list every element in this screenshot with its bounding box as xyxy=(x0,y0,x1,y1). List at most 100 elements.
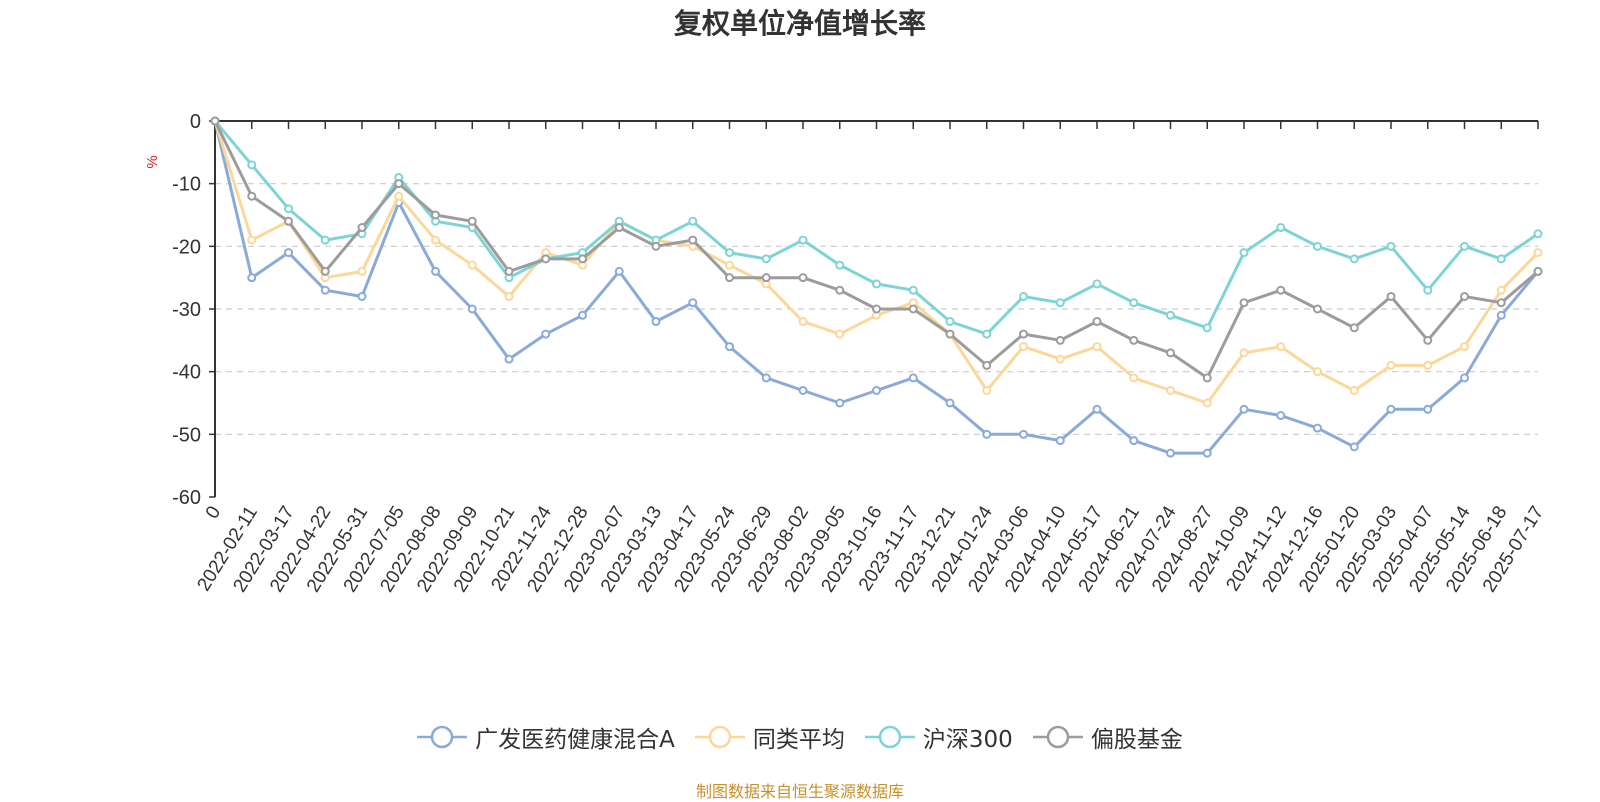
data-point xyxy=(247,273,257,283)
data-point xyxy=(798,317,808,327)
data-point xyxy=(835,260,845,270)
data-point xyxy=(688,235,698,245)
y-tick-label: -20 xyxy=(172,236,201,258)
data-point xyxy=(1092,279,1102,289)
data-point xyxy=(1019,329,1028,339)
data-point xyxy=(1166,348,1175,358)
data-point xyxy=(1239,348,1249,358)
chart-title: 复权单位净值增长率 xyxy=(673,7,926,40)
data-point xyxy=(798,235,808,245)
data-point xyxy=(688,216,698,226)
x-tick-label: 0 xyxy=(202,503,225,523)
data-point xyxy=(835,329,845,339)
data-point xyxy=(798,385,808,395)
legend-item[interactable]: 沪深300 xyxy=(864,720,1013,754)
data-point xyxy=(982,360,992,370)
data-point xyxy=(761,273,771,283)
data-point xyxy=(1202,373,1212,383)
data-point xyxy=(284,204,293,214)
data-point xyxy=(1055,335,1065,345)
data-point xyxy=(1533,248,1543,258)
data-point xyxy=(1202,398,1212,408)
data-point xyxy=(725,248,734,258)
data-point xyxy=(835,398,845,408)
data-point xyxy=(467,304,477,314)
data-point xyxy=(320,266,330,276)
legend-item[interactable]: 偏股基金 xyxy=(1032,720,1183,754)
data-point xyxy=(1313,367,1322,377)
data-point xyxy=(1092,404,1102,414)
data-point xyxy=(1460,291,1469,301)
data-point xyxy=(541,329,551,339)
data-point xyxy=(1533,266,1543,276)
data-point xyxy=(431,235,440,245)
data-point xyxy=(1386,404,1396,414)
y-tick-label: 0 xyxy=(190,111,201,133)
line-chart: % 0 -10 -20 -30 -40 -50 -60 02022-02-112022-03… xyxy=(144,111,1548,596)
data-point xyxy=(908,373,918,383)
data-point xyxy=(431,266,440,276)
data-point xyxy=(1239,298,1249,308)
legend-marker-icon xyxy=(1032,725,1083,749)
data-point xyxy=(1202,448,1212,458)
data-point xyxy=(284,248,293,258)
data-point xyxy=(357,223,367,233)
data-point xyxy=(945,329,955,339)
data-point xyxy=(1055,354,1065,364)
data-point xyxy=(651,317,661,327)
data-point xyxy=(1129,335,1139,345)
data-point xyxy=(1276,285,1286,295)
series-line xyxy=(213,119,1540,380)
legend-item[interactable]: 广发医药健康混合A xyxy=(417,720,675,754)
data-point xyxy=(1423,285,1433,295)
data-point xyxy=(504,266,514,276)
data-point xyxy=(504,354,514,364)
data-point xyxy=(1019,291,1028,301)
data-point xyxy=(1092,342,1102,352)
data-point xyxy=(1166,310,1175,320)
data-point xyxy=(872,385,881,395)
data-point xyxy=(1276,223,1286,233)
data-point xyxy=(872,279,881,289)
data-point xyxy=(1460,241,1469,251)
axes xyxy=(209,120,1539,498)
data-point xyxy=(1386,241,1396,251)
data-point xyxy=(1276,342,1286,352)
data-point xyxy=(835,285,845,295)
data-point xyxy=(725,273,734,283)
legend-label: 沪深300 xyxy=(922,727,1013,753)
data-point xyxy=(982,385,992,395)
legend-item[interactable]: 同类平均 xyxy=(694,720,845,754)
data-point xyxy=(1239,248,1249,258)
legend-label: 偏股基金 xyxy=(1090,727,1183,753)
data-point xyxy=(1496,298,1506,308)
data-point xyxy=(1129,373,1139,383)
y-tick-label: -10 xyxy=(172,174,201,196)
data-point xyxy=(1349,385,1359,395)
data-point xyxy=(210,116,220,126)
data-point xyxy=(1423,404,1433,414)
legend-marker-icon xyxy=(417,725,468,749)
data-point xyxy=(1313,304,1322,314)
data-point xyxy=(1129,436,1139,446)
data-point xyxy=(1055,436,1065,446)
data-point xyxy=(1349,323,1359,333)
data-point xyxy=(725,342,734,352)
series-layer xyxy=(210,116,1543,458)
data-point xyxy=(1460,373,1469,383)
data-point xyxy=(1313,423,1322,433)
data-point xyxy=(1386,360,1396,370)
data-point xyxy=(1496,310,1506,320)
data-point xyxy=(1349,254,1359,264)
data-point xyxy=(431,210,440,220)
data-point xyxy=(394,179,404,189)
x-tick-labels: 02022-02-112022-03-172022-04-222022-05-3… xyxy=(193,502,1548,596)
data-point xyxy=(1386,291,1396,301)
y-tick-label: -60 xyxy=(172,487,201,509)
data-point xyxy=(320,285,330,295)
data-point xyxy=(1460,342,1469,352)
data-point xyxy=(872,304,881,314)
data-point xyxy=(1533,229,1543,239)
y-tick-label: -30 xyxy=(172,299,201,321)
data-point xyxy=(578,254,587,264)
